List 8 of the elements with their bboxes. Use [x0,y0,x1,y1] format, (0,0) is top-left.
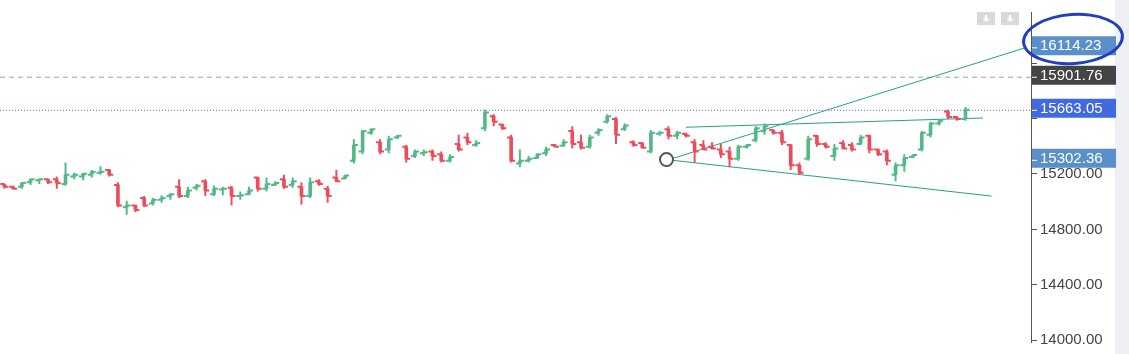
y-tick-label: 14000.00 [1040,330,1103,348]
y-tick-label: 14400.00 [1040,274,1103,292]
ref-line-label: 15901.76 [1040,65,1103,83]
text: 16114.23 [1040,36,1102,54]
y-tick-label: 15200.00 [1040,164,1103,182]
text: 15302.36 [1040,148,1103,166]
ref-line-label: 15663.05 [1040,98,1103,116]
y-tick-label: 14800.00 [1040,219,1103,237]
